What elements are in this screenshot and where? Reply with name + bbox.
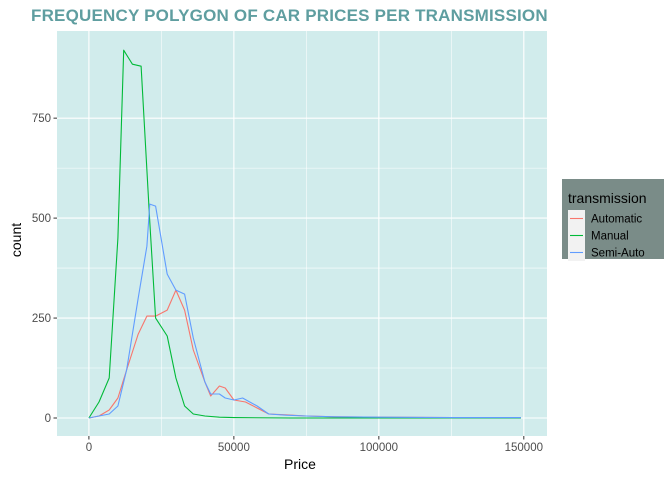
- x-tick-label: 50000: [218, 442, 250, 454]
- y-axis-title: count: [8, 223, 24, 257]
- axis-ticks: [53, 117, 525, 440]
- x-axis-title: Price: [284, 456, 316, 472]
- x-tick-label: 0: [86, 442, 92, 454]
- x-tick-label: 100000: [360, 442, 398, 454]
- plot-panel: [57, 31, 547, 436]
- legend-label: Semi-Auto: [591, 248, 645, 260]
- grid-minor: [57, 31, 547, 436]
- y-tick-labels: 0 250 500 750: [32, 113, 51, 425]
- y-tick-label: 750: [32, 113, 51, 125]
- legend-items: Automatic Manual Semi-Auto: [568, 210, 645, 261]
- legend: transmission Automatic Manual Semi-Auto: [562, 179, 664, 261]
- legend-title: transmission: [568, 190, 647, 206]
- chart-title: FREQUENCY POLYGON OF CAR PRICES PER TRAN…: [31, 6, 548, 25]
- y-tick-label: 500: [32, 213, 51, 225]
- legend-label: Manual: [591, 231, 629, 243]
- legend-label: Automatic: [591, 214, 642, 226]
- series-line-semi-auto: [88, 203, 521, 419]
- y-tick-label: 250: [32, 313, 51, 325]
- x-tick-label: 150000: [505, 442, 543, 454]
- x-tick-labels: 0 50000 100000 150000: [86, 442, 543, 454]
- y-tick-label: 0: [45, 413, 51, 425]
- series-line-manual: [88, 49, 521, 419]
- series-layer: [88, 49, 521, 419]
